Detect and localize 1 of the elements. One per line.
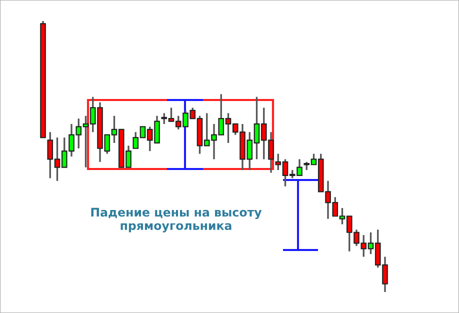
annotation: Падение цены на высоту прямоугольника bbox=[91, 208, 262, 232]
